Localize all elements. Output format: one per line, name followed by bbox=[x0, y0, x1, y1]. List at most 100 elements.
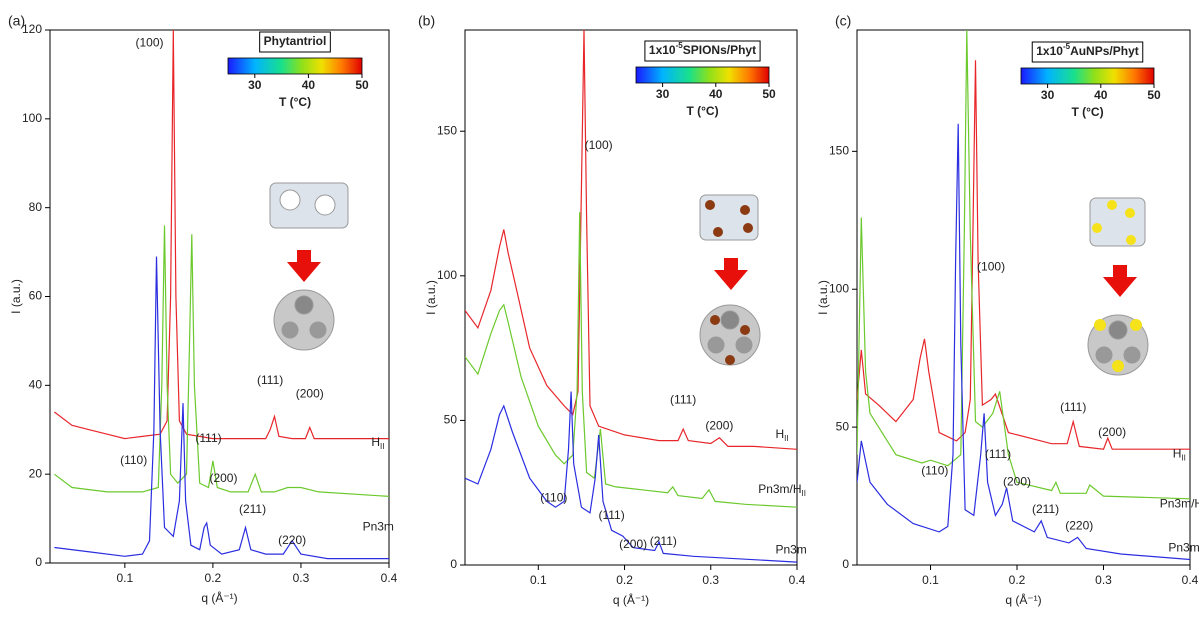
data-line bbox=[465, 391, 797, 563]
y-tick-label: 0 bbox=[450, 557, 457, 571]
x-axis-label: q (Å⁻¹) bbox=[1005, 592, 1041, 607]
panel: (c) 0 50 100 150 0.1 0.2 0.3 0.4 q (Å⁻¹) I (a.u.) H… bbox=[816, 13, 1199, 607]
colorbar-tick-label: 40 bbox=[1094, 88, 1108, 102]
title-part: SPIONs/Phyt bbox=[683, 43, 756, 57]
plot-area bbox=[465, 30, 797, 563]
y-tick-label: 80 bbox=[29, 200, 43, 214]
colorbar-tick-label: 50 bbox=[1147, 88, 1161, 102]
peak-label: (211) bbox=[239, 502, 266, 516]
title-box bbox=[259, 31, 331, 53]
series-name: H bbox=[775, 427, 784, 441]
peak-label: (110) bbox=[120, 453, 147, 467]
data-line bbox=[54, 225, 389, 497]
panel-label: (a) bbox=[8, 13, 25, 29]
panel: (a) 0 20 40 60 80 100 120 0.1 0.2 0.3 0.4 q (Å⁻¹) I (… bbox=[8, 13, 398, 605]
panel: (b) 0 50 100 150 0.1 0.2 0.3 0.4 q (Å⁻¹) I (a.u.) H… bbox=[418, 13, 807, 607]
peak-label: (200) bbox=[1098, 425, 1126, 439]
colorbar-tick-label: 50 bbox=[762, 87, 776, 101]
y-tick-label: 100 bbox=[437, 268, 457, 282]
y-tick-label: 120 bbox=[22, 22, 42, 36]
plot-area bbox=[857, 30, 1190, 561]
y-tick-label: 150 bbox=[829, 144, 849, 158]
plot-frame bbox=[856, 29, 1191, 566]
icons-a bbox=[269, 182, 349, 351]
peak-label: (200) bbox=[1003, 474, 1031, 488]
series-name-sub: II bbox=[802, 489, 806, 498]
y-tick-label: 50 bbox=[836, 419, 850, 433]
peak-label: (110) bbox=[921, 463, 948, 477]
series-name: Pn3m/H bbox=[758, 482, 801, 496]
x-tick-label: 0.4 bbox=[381, 571, 398, 585]
x-tick-label: 0.2 bbox=[1009, 573, 1026, 587]
series-name: Pn3m bbox=[363, 520, 394, 534]
colorbar-label: T (°C) bbox=[686, 104, 718, 118]
y-tick-label: 150 bbox=[437, 123, 457, 137]
plot-frame bbox=[464, 29, 798, 566]
colorbar-tick-label: 30 bbox=[656, 87, 670, 101]
title-part: -5 bbox=[1063, 42, 1071, 51]
peak-label: (200) bbox=[209, 471, 237, 485]
title-part: AuNPs/Phyt bbox=[1070, 44, 1139, 58]
series-name-sub: II bbox=[1181, 454, 1185, 463]
peak-label: (111) bbox=[1060, 400, 1086, 414]
peak-label: (111) bbox=[195, 431, 221, 445]
colorbar-tick-label: 30 bbox=[1041, 88, 1055, 102]
series-label: Pn3m/HII bbox=[1160, 497, 1199, 513]
x-tick-label: 0.3 bbox=[293, 571, 310, 585]
peak-label: (200) bbox=[705, 418, 733, 432]
x-tick-label: 0.2 bbox=[616, 573, 633, 587]
title-part: -5 bbox=[676, 41, 684, 50]
x-tick-label: 0.3 bbox=[1095, 573, 1112, 587]
y-axis-label: I (a.u.) bbox=[816, 280, 830, 315]
title: Phytantriol bbox=[264, 34, 327, 48]
data-line bbox=[857, 60, 1190, 450]
data-line bbox=[465, 212, 797, 508]
data-line bbox=[857, 30, 1190, 500]
x-tick-label: 0.4 bbox=[1182, 573, 1199, 587]
colorbar-tick-label: 50 bbox=[355, 78, 369, 92]
series-label: Pn3m bbox=[363, 520, 394, 534]
series-name: Pn3m/H bbox=[1160, 497, 1199, 511]
peak-label: (200) bbox=[619, 537, 647, 551]
peak-label: (111) bbox=[257, 373, 283, 387]
peak-label: (110) bbox=[540, 491, 567, 505]
colorbar-label: T (°C) bbox=[279, 95, 311, 109]
y-tick-label: 0 bbox=[35, 555, 42, 569]
x-tick-label: 0.1 bbox=[530, 573, 547, 587]
peak-label: (220) bbox=[278, 533, 306, 547]
icons-b bbox=[699, 194, 761, 366]
plot-area bbox=[54, 30, 389, 560]
series-label: HII bbox=[775, 427, 788, 443]
series-label: Pn3m bbox=[775, 543, 806, 557]
y-axis-label: I (a.u.) bbox=[424, 280, 438, 315]
y-tick-label: 20 bbox=[29, 466, 43, 480]
series-label: Pn3m/HII bbox=[758, 482, 806, 498]
panel-label: (b) bbox=[418, 13, 435, 29]
y-tick-label: 100 bbox=[829, 281, 849, 295]
series-label: Pn3m bbox=[1168, 541, 1199, 555]
y-tick-label: 40 bbox=[29, 378, 43, 392]
series-label: HII bbox=[371, 435, 384, 451]
title-part: 1x10 bbox=[1036, 44, 1063, 58]
y-tick-label: 50 bbox=[444, 413, 458, 427]
title-part: 1x10 bbox=[649, 43, 676, 57]
x-axis-label: q (Å⁻¹) bbox=[613, 592, 649, 607]
x-tick-label: 0.1 bbox=[922, 573, 939, 587]
colorbar-label: T (°C) bbox=[1071, 105, 1103, 119]
series-name: H bbox=[371, 435, 380, 449]
y-axis-label: I (a.u.) bbox=[9, 279, 23, 314]
y-tick-label: 100 bbox=[22, 111, 42, 125]
x-axis-label: q (Å⁻¹) bbox=[201, 590, 237, 605]
series-name: Pn3m bbox=[775, 543, 806, 557]
series-name: H bbox=[1173, 447, 1182, 461]
series-name-sub: II bbox=[784, 434, 788, 443]
x-tick-label: 0.3 bbox=[702, 573, 719, 587]
panel-label: (c) bbox=[835, 13, 851, 29]
title-box bbox=[1031, 41, 1144, 63]
title: 1x10-5AuNPs/Phyt bbox=[1036, 42, 1139, 58]
peak-label: (111) bbox=[598, 508, 624, 522]
data-line bbox=[857, 123, 1190, 561]
colorbar bbox=[635, 66, 770, 84]
y-tick-label: 60 bbox=[29, 289, 43, 303]
